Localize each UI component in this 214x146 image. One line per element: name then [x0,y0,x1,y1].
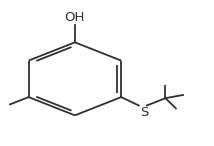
Text: OH: OH [65,11,85,24]
Text: S: S [140,106,148,119]
